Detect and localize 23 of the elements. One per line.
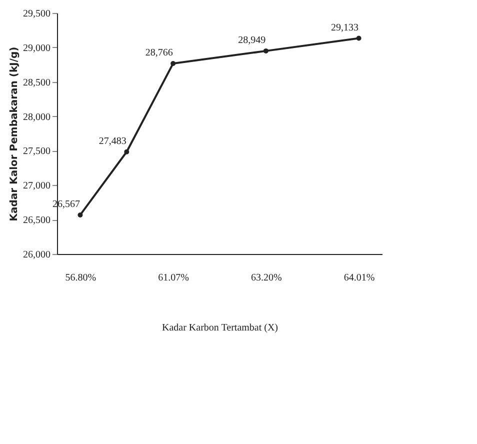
x-tick-label: 56.80% <box>65 272 96 284</box>
data-label: 28,766 <box>145 48 173 59</box>
y-tick-label: 29,000 <box>23 42 50 54</box>
y-tick-label: 28,000 <box>23 112 50 123</box>
point <box>170 61 176 66</box>
x-tick-label: 61.07% <box>158 272 189 284</box>
point <box>78 212 83 218</box>
point <box>356 36 362 41</box>
data-label: 27,483 <box>98 136 126 147</box>
y-tick-label: 27,000 <box>23 180 50 192</box>
y-tick-label: 29,500 <box>23 8 50 20</box>
y-tick-label: 26,500 <box>23 215 50 226</box>
data-label: 29,133 <box>331 22 359 34</box>
data-label: 28,949 <box>238 34 266 46</box>
y-tick-label: 28,500 <box>23 77 50 88</box>
x-tick-label: 64.01% <box>344 272 375 284</box>
x-tick-label: 63.20% <box>251 272 282 284</box>
y-tick-label: 27,500 <box>23 146 50 158</box>
point <box>263 48 268 54</box>
y-tick-label: 26,000 <box>23 250 50 260</box>
y-axis-title: Kadar Kalor Pembakaran (kJ/g) <box>9 46 20 222</box>
x-axis-title: Kadar Karbon Tertambat (X) <box>162 322 278 334</box>
point <box>124 149 130 154</box>
